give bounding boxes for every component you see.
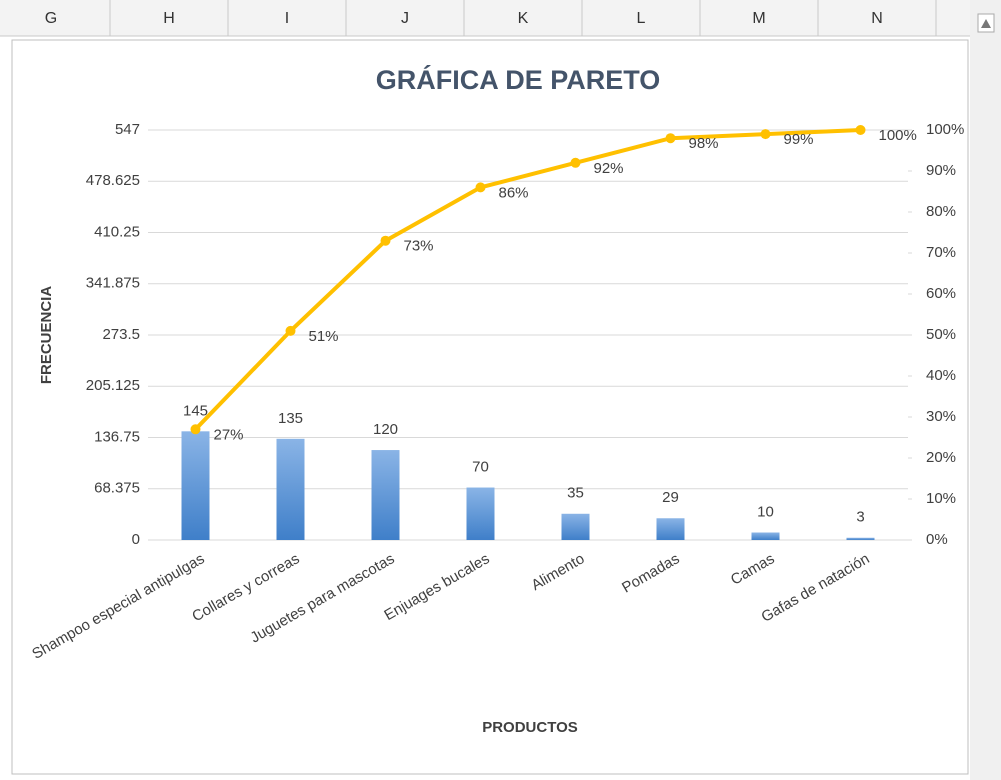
y2-tick-label: 90% [926, 162, 956, 179]
column-header: K [518, 10, 529, 27]
bar [751, 532, 780, 540]
line-value-label: 51% [309, 328, 339, 345]
bar-value-label: 120 [373, 421, 398, 438]
line-value-label: 86% [499, 184, 529, 201]
line-marker [855, 125, 866, 135]
bar-value-label: 35 [567, 485, 584, 502]
bar [371, 450, 400, 540]
chart-area[interactable] [11, 39, 969, 775]
y-tick-label: 205.125 [86, 377, 140, 394]
y2-tick-label: 40% [926, 367, 956, 384]
bar-value-label: 3 [856, 509, 864, 526]
y-tick-label: 136.75 [94, 428, 140, 445]
line-marker [570, 157, 581, 168]
line-value-label: 27% [214, 426, 244, 443]
line-marker [190, 424, 201, 435]
line-marker [760, 129, 771, 140]
bar [466, 487, 495, 540]
y-tick-label: 341.875 [86, 275, 140, 292]
y2-tick-label: 30% [926, 408, 956, 425]
y-tick-label: 68.375 [94, 480, 140, 497]
bar [181, 431, 210, 540]
bar [561, 513, 590, 540]
line-marker [475, 182, 486, 193]
line-value-label: 99% [784, 131, 814, 148]
y2-tick-label: 50% [926, 326, 956, 343]
line-marker [380, 235, 391, 246]
column-header: I [285, 10, 289, 27]
y2-tick-label: 70% [926, 244, 956, 261]
y2-tick-label: 60% [926, 285, 956, 302]
line-value-label: 92% [594, 160, 624, 177]
scroll-arrow [981, 19, 991, 28]
column-header: L [637, 10, 646, 27]
bar [846, 537, 875, 540]
y2-tick-label: 10% [926, 490, 956, 507]
x-axis-label: PRODUCTOS [482, 719, 578, 736]
line-marker [665, 133, 676, 144]
y-axis-label: FRECUENCIA [38, 286, 55, 385]
y-tick-label: 273.5 [102, 326, 140, 343]
bar-value-label: 135 [278, 410, 303, 427]
bar-value-label: 29 [662, 489, 679, 506]
y2-tick-label: 100% [926, 121, 964, 138]
y2-tick-label: 80% [926, 203, 956, 220]
line-marker [285, 325, 296, 336]
chart-title: GRÁFICA DE PARETO [376, 64, 661, 95]
column-header: H [163, 10, 175, 27]
column-header: N [871, 10, 883, 27]
bar [656, 518, 685, 540]
y2-tick-label: 0% [926, 531, 948, 548]
scrollbar[interactable] [970, 0, 1001, 780]
bar-value-label: 10 [757, 503, 774, 520]
line-value-label: 73% [404, 238, 434, 255]
bar-value-label: 70 [472, 459, 489, 476]
line-value-label: 98% [689, 135, 719, 152]
column-header: J [401, 10, 409, 27]
y-tick-label: 410.25 [94, 223, 140, 240]
column-header: M [752, 10, 765, 27]
line-value-label: 100% [879, 127, 917, 144]
y2-tick-label: 20% [926, 449, 956, 466]
y-tick-label: 0 [132, 531, 140, 548]
bar-value-label: 145 [183, 402, 208, 419]
y-tick-label: 478.625 [86, 172, 140, 189]
pareto-line [194, 128, 861, 431]
bar [276, 438, 305, 540]
column-header-bar [0, 0, 970, 36]
column-header: G [45, 10, 57, 27]
y-tick-label: 547 [115, 121, 140, 138]
